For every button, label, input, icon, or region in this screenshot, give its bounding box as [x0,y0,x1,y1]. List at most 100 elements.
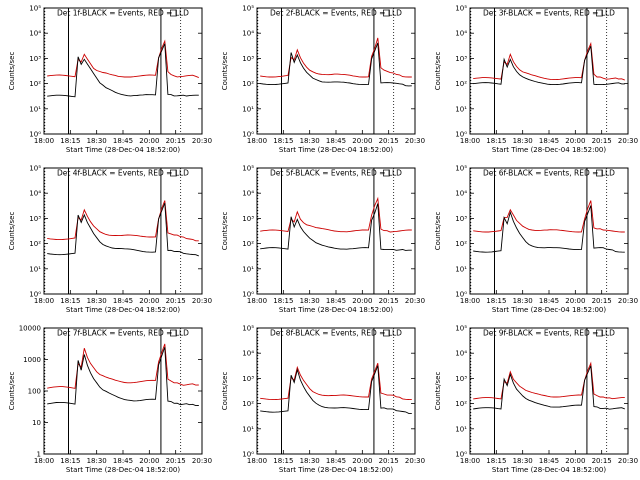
box-glyph [596,9,603,17]
x-tick-label: 18:15 [486,137,506,145]
y-tick-label: 10⁵ [242,165,254,173]
x-tick-label: 20:00 [352,457,372,465]
plot-frame [43,327,203,455]
events-series-line [473,205,625,253]
x-tick-label: 18:15 [273,297,293,305]
y-tick-label: 10³ [242,375,254,383]
lld-series-line [260,37,412,78]
x-tick-label: 18:15 [486,457,506,465]
lld-series-line [473,41,625,81]
y-tick-label: 10¹ [29,105,41,113]
y-tick-label: 10⁴ [29,30,41,38]
y-tick-label: 10¹ [29,265,41,273]
chart-panel: Det 3f-BLACK = Events, RED = LLD 10⁰ 10¹ 10… [434,5,638,155]
y-tick-label: 10⁵ [29,5,41,13]
x-tick-label: 20:15 [592,137,612,145]
x-tick-label: 20:15 [379,297,399,305]
y-tick-label: 10⁵ [455,325,467,333]
lld-series-line [473,200,625,233]
y-tick-label: 10³ [242,215,254,223]
x-tick-label: 18:45 [113,137,133,145]
chart-panel: Det 9f-BLACK = Events, RED = LLD 10⁰ 10¹ 10… [434,325,638,475]
x-axis-label: Start Time (28-Dec-04 18:52:00) [279,306,393,314]
y-tick-label: 10² [242,400,254,408]
y-tick-label: 10⁵ [242,5,254,13]
x-tick-label: 18:00 [34,457,54,465]
y-tick-label: 10¹ [455,105,467,113]
y-tick-label: 10¹ [242,425,254,433]
box-glyph [383,9,390,17]
x-tick-label: 18:30 [513,297,533,305]
x-tick-label: 18:30 [513,457,533,465]
y-tick-label: 10² [29,240,41,248]
box-glyph [383,329,390,337]
y-tick-label: 10⁰ [29,131,41,139]
chart-title: Det 9f-BLACK = Events, RED = LLD [483,329,615,338]
x-tick-label: 20:30 [192,457,212,465]
y-tick-label: 10¹ [455,265,467,273]
y-axis-label: Counts/sec [8,212,16,251]
events-series-line [260,42,412,87]
chart-panel: Det 1f-BLACK = Events, RED = LLD 10⁰ 10¹ 10… [8,5,212,155]
y-axis-label: Counts/sec [221,52,229,91]
x-tick-label: 20:15 [166,297,186,305]
x-tick-label: 18:45 [113,297,133,305]
y-tick-label: 10⁴ [242,30,254,38]
y-tick-label: 10⁵ [455,5,467,13]
x-tick-label: 18:30 [300,297,320,305]
plot-frame [256,327,416,455]
y-tick-label: 10² [242,80,254,88]
x-tick-label: 20:30 [192,137,212,145]
y-tick-label: 10⁰ [455,451,467,459]
x-axis-label: Start Time (28-Dec-04 18:52:00) [492,466,606,474]
x-tick-label: 20:15 [166,137,186,145]
x-axis-label: Start Time (28-Dec-04 18:52:00) [66,146,180,154]
y-tick-label: 10⁴ [455,30,467,38]
y-axis-label: Counts/sec [8,52,16,91]
chart-title: Det 3f-BLACK = Events, RED = LLD [483,9,615,18]
y-tick-label: 100 [28,388,41,396]
plot-frame [43,167,203,295]
lld-series-line [260,196,412,233]
x-tick-label: 20:15 [379,457,399,465]
x-tick-label: 18:15 [486,297,506,305]
y-tick-label: 10⁰ [242,291,254,299]
x-tick-label: 20:30 [618,297,638,305]
chart-title: Det 1f-BLACK = Events, RED = LLD [57,9,189,18]
x-tick-label: 18:00 [460,297,480,305]
x-tick-label: 18:45 [113,457,133,465]
x-tick-label: 20:00 [565,137,585,145]
chart-title: Det 2f-BLACK = Events, RED = LLD [270,9,402,18]
y-tick-label: 10 [32,419,41,427]
plot-frame [469,7,629,135]
x-tick-label: 20:30 [405,457,425,465]
y-tick-label: 10² [455,240,467,248]
chart-panel: Det 2f-BLACK = Events, RED = LLD 10⁰ 10¹ 10… [221,5,425,155]
y-tick-label: 10⁰ [455,291,467,299]
events-series-line [47,346,199,407]
y-tick-label: 10⁰ [242,131,254,139]
x-tick-label: 18:00 [247,137,267,145]
lld-series-line [47,39,199,79]
y-tick-label: 10⁰ [455,131,467,139]
y-tick-label: 1 [37,451,41,459]
x-tick-label: 20:15 [592,457,612,465]
y-tick-label: 10³ [242,55,254,63]
x-axis-label: Start Time (28-Dec-04 18:52:00) [492,146,606,154]
x-tick-label: 18:30 [513,137,533,145]
x-tick-label: 18:00 [460,137,480,145]
y-tick-label: 10³ [455,215,467,223]
y-tick-label: 10¹ [455,425,467,433]
x-tick-label: 18:30 [300,137,320,145]
x-tick-label: 20:30 [405,137,425,145]
x-tick-label: 18:30 [87,457,107,465]
x-tick-label: 18:45 [326,457,346,465]
y-axis-label: Counts/sec [434,52,442,91]
lld-series-line [47,343,199,389]
x-tick-label: 18:15 [273,137,293,145]
plot-frame [469,327,629,455]
x-tick-label: 18:00 [247,457,267,465]
x-tick-label: 20:15 [379,137,399,145]
x-tick-label: 18:00 [460,457,480,465]
x-tick-label: 18:00 [34,297,54,305]
